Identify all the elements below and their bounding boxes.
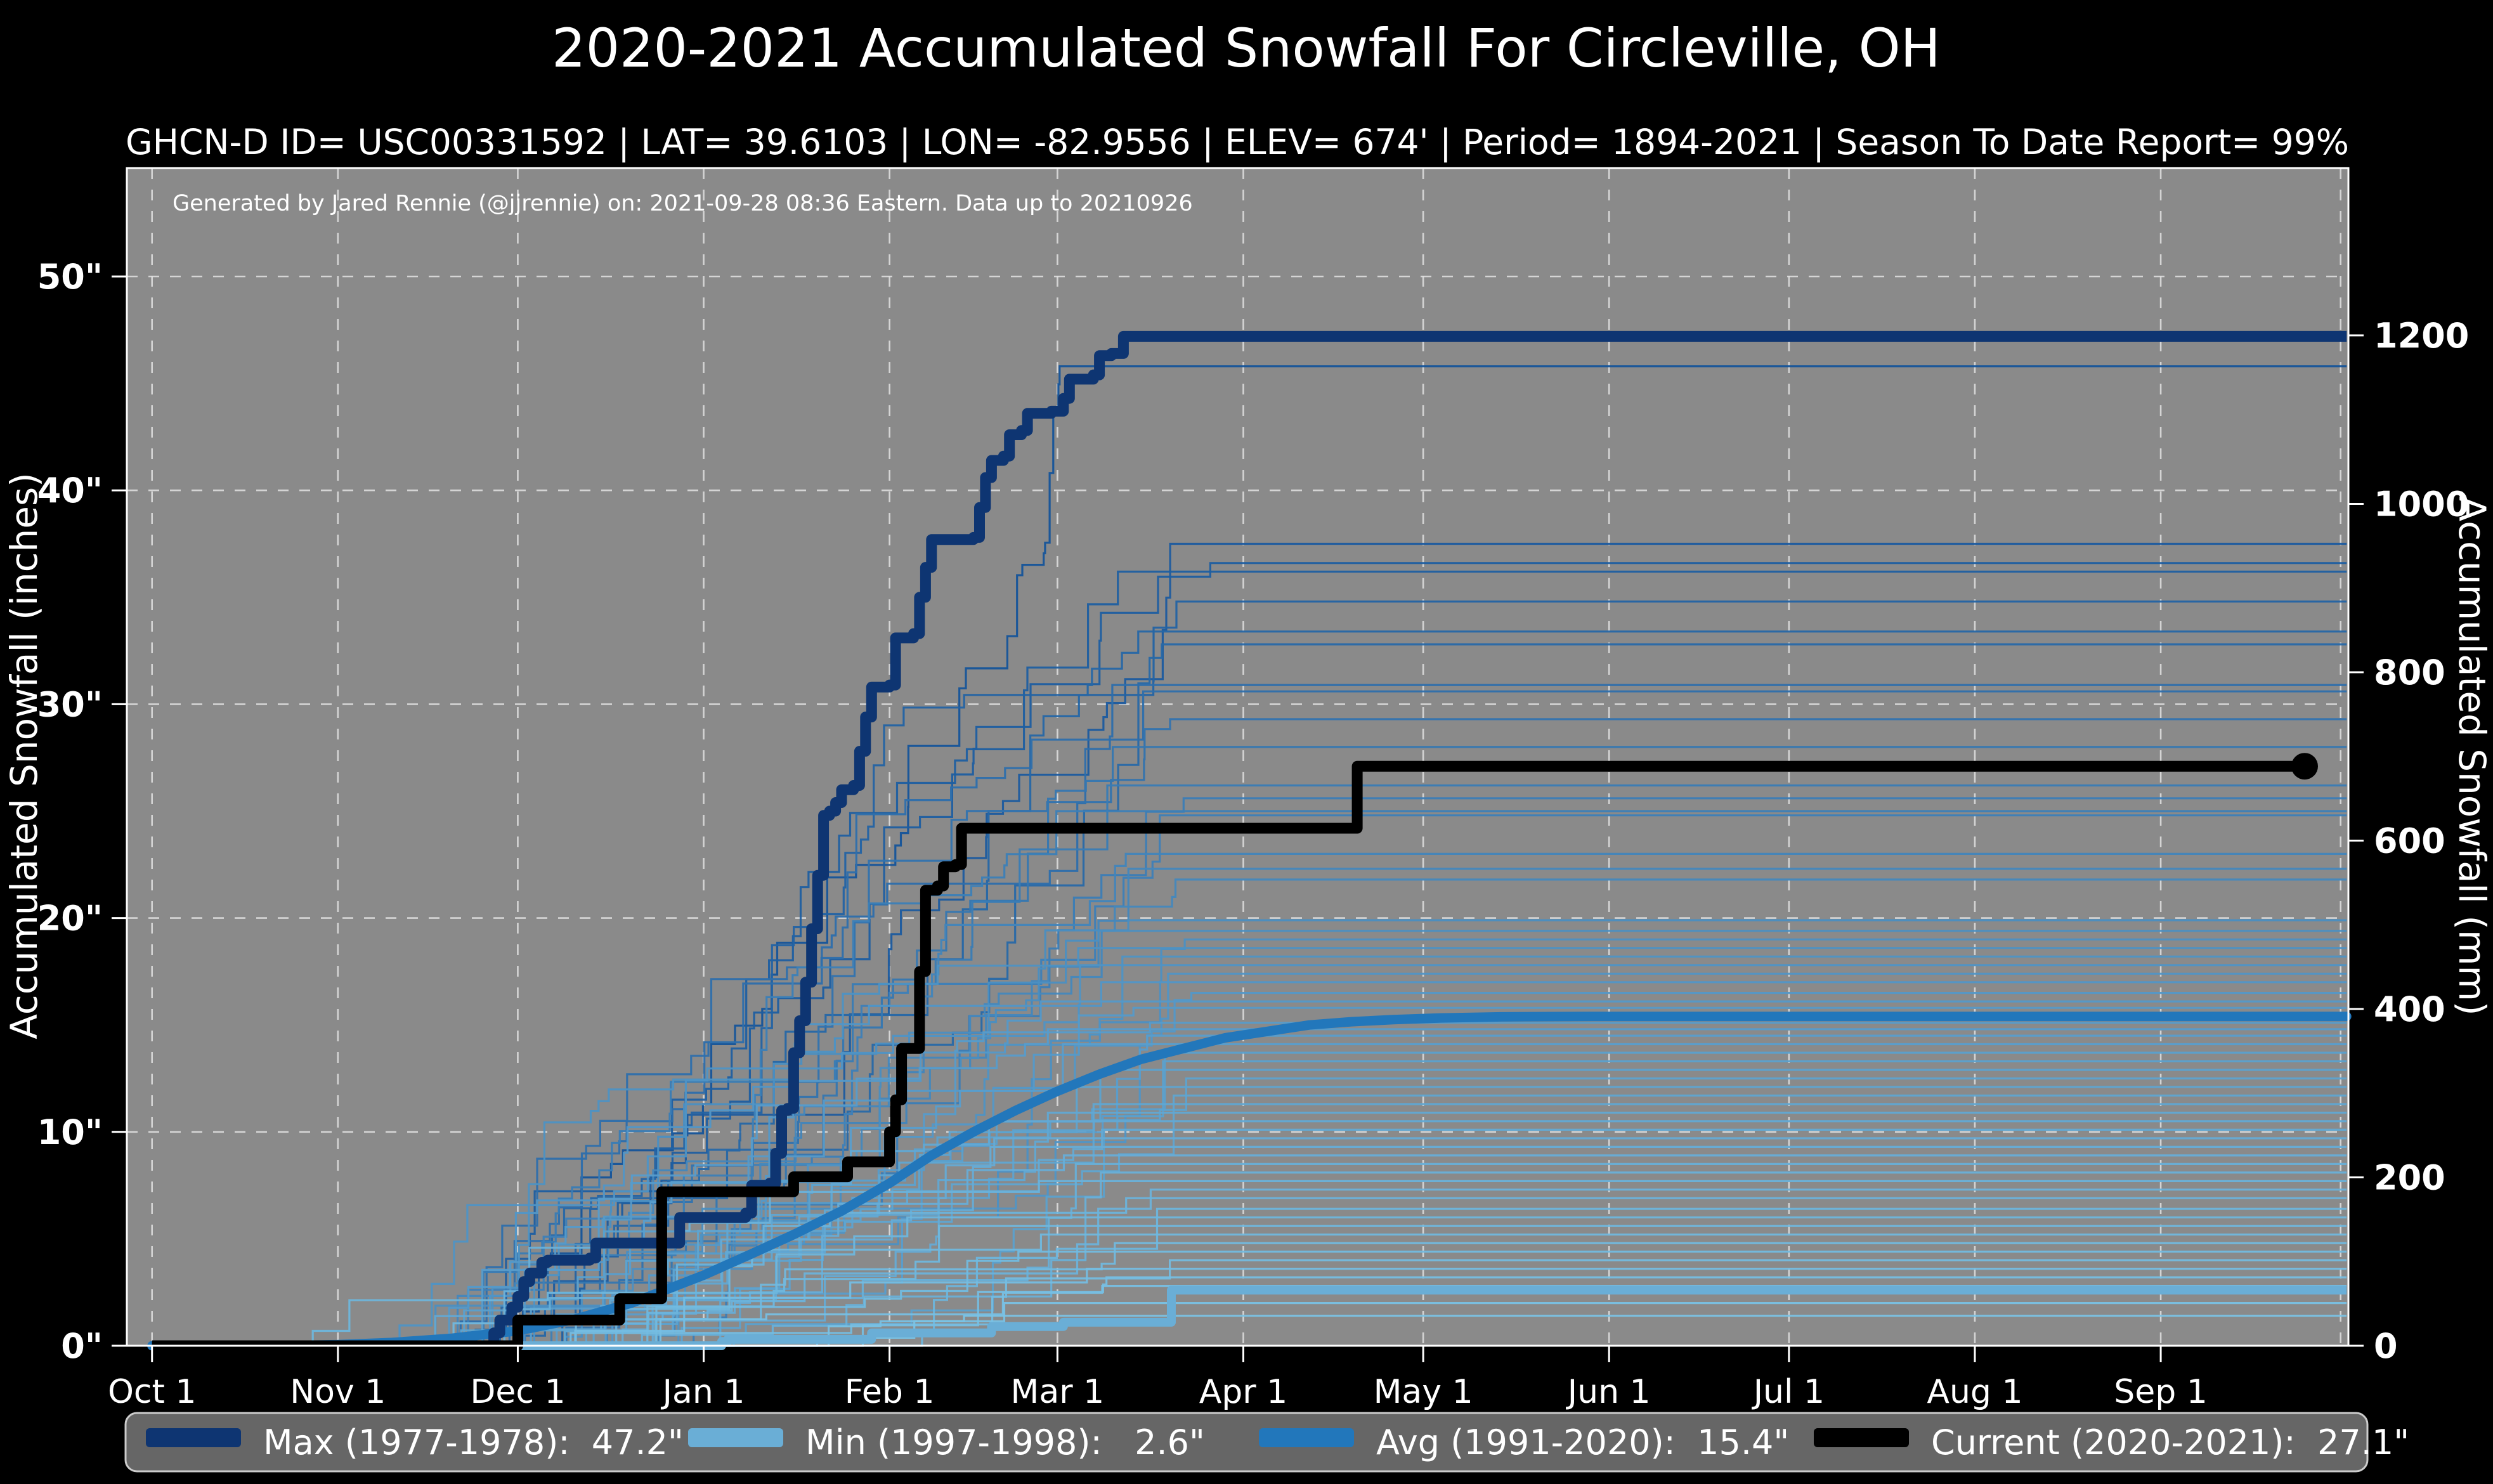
x-tick-label: Sep 1 [2114, 1373, 2208, 1411]
year-line [152, 919, 2347, 1347]
y-tick-label-left: 50" [37, 257, 103, 297]
legend-box [124, 1412, 2369, 1473]
chart-title: 2020-2021 Accumulated Snowfall For Circl… [552, 17, 1941, 79]
x-tick-label: Jan 1 [661, 1373, 745, 1411]
y-tick-label-left: 10" [37, 1112, 103, 1152]
y-tick-label-right: 600 [2374, 821, 2445, 861]
legend-swatch-avg [1259, 1428, 1354, 1447]
x-tick-label: Dec 1 [470, 1373, 565, 1411]
x-tick-label: Jun 1 [1566, 1373, 1651, 1411]
attribution-text: Generated by Jared Rennie (@jjrennie) on… [172, 191, 1193, 216]
legend-swatch-min [688, 1428, 783, 1447]
max-line [152, 330, 2347, 1351]
legend-label-max: Max (1977-1978): 47.2" [263, 1422, 684, 1462]
y-tick-label-right: 1000 [2374, 484, 2469, 524]
year-line [152, 690, 2347, 1347]
year-line [152, 868, 2347, 1347]
current-end-dot [2291, 753, 2318, 780]
y-tick-label-left: 30" [37, 684, 103, 724]
year-line [152, 1028, 2347, 1347]
plot-border [126, 167, 2350, 1347]
year-line [152, 1120, 2347, 1347]
y-tick-label-left: 0" [61, 1326, 103, 1366]
year-line [152, 784, 2347, 1347]
year-line [152, 1197, 2347, 1347]
x-tick-label: May 1 [1374, 1373, 1473, 1411]
year-line [152, 600, 2347, 1347]
y-tick-label-right: 200 [2374, 1157, 2445, 1197]
legend-swatch-max [146, 1428, 241, 1447]
plot-area: Oct 1 Nov 1 Dec 1 Jan 1 Feb 1 Mar 1 Apr 1 May 1… [37, 167, 2469, 1411]
y-tick-label-left: 20" [37, 899, 103, 939]
right-axis-title: Accumulated Snowfall (mm) [2451, 496, 2493, 1015]
x-tick-label: Nov 1 [290, 1373, 386, 1411]
year-line [152, 964, 2347, 1347]
x-tick-label: Apr 1 [1199, 1373, 1288, 1411]
legend-swatch-current [1814, 1428, 1909, 1447]
year-line [152, 947, 2347, 1347]
legend-label-min: Min (1997-1998): 2.6" [805, 1422, 1205, 1462]
x-tick-label: Oct 1 [108, 1373, 197, 1411]
chart-subtitle: GHCN-D ID= USC00331592 | LAT= 39.6103 | … [126, 122, 2349, 163]
y-tick-label-right: 400 [2374, 989, 2445, 1029]
min-line [152, 1285, 2347, 1350]
y-tick-label-right: 1200 [2374, 316, 2469, 356]
y-tick-label-right: 0 [2374, 1326, 2398, 1366]
legend: Max (1977-1978): 47.2" Min (1997-1998): 2… [124, 1412, 2409, 1473]
year-line [152, 1207, 2347, 1347]
current-line [152, 760, 2305, 1351]
x-tick-label: Mar 1 [1011, 1373, 1105, 1411]
plot-background [127, 168, 2348, 1346]
left-axis-title: Accumulated Snowfall (inches) [3, 472, 46, 1039]
legend-label-avg: Avg (1991-2020): 15.4" [1376, 1422, 1789, 1462]
x-tick-label: Aug 1 [1927, 1373, 2022, 1411]
year-line [152, 570, 2347, 1347]
y-tick-label-right: 800 [2374, 653, 2445, 693]
x-tick-label: Jul 1 [1752, 1373, 1825, 1411]
x-tick-label: Feb 1 [845, 1373, 935, 1411]
y-tick-label-left: 40" [37, 471, 103, 511]
legend-label-current: Current (2020-2021): 27.1" [1931, 1422, 2409, 1462]
